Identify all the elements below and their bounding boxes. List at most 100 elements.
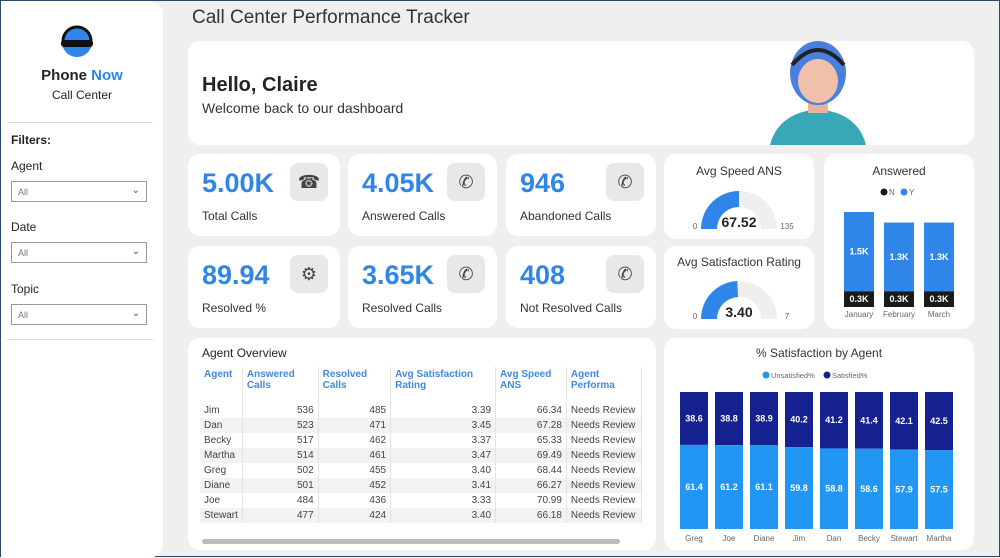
column-header[interactable]: Resolved Calls: [318, 367, 392, 403]
bar-n: [884, 291, 914, 307]
table-cell: 452: [318, 478, 392, 493]
data-label: 0.3K: [849, 294, 869, 304]
table-cell: Needs Review: [566, 493, 643, 508]
table-cell: Joe: [200, 493, 243, 508]
gauge-max: 135: [780, 222, 794, 231]
x-tick-label: Stewart: [890, 534, 918, 543]
x-tick-label: Diane: [754, 534, 775, 543]
bar-satisfied: [855, 392, 883, 449]
table-header: Agent Answered Calls Resolved Calls Avg Sat…: [200, 367, 643, 403]
table-cell: Becky: [200, 433, 243, 448]
satisfaction-chart: % Satisfaction by Agent Unsatisfied% Satis…: [680, 346, 953, 543]
satisfaction-chart-card: % Satisfaction by Agent Unsatisfied% Satis…: [664, 338, 974, 550]
table-cell: 68.44: [495, 463, 567, 478]
phone-x-icon: ✆: [606, 255, 644, 293]
table-cell: Martha: [200, 448, 243, 463]
divider: [7, 339, 153, 340]
filter-date-select[interactable]: All ⌄: [11, 242, 147, 263]
filter-agent-select[interactable]: All ⌄: [11, 181, 147, 202]
filters-heading: Filters:: [11, 133, 52, 147]
gear-badge-icon: ⚙: [290, 255, 328, 293]
x-tick-label: Joe: [723, 534, 736, 543]
bar-n: [924, 291, 954, 307]
table-cell: 484: [242, 493, 319, 508]
kpi-value: 946: [520, 168, 566, 198]
filter-topic-label: Topic: [11, 282, 40, 296]
gauge-card-speed: Avg Speed ANS 67.52 0 135: [664, 154, 814, 239]
data-label: 61.2: [720, 482, 738, 492]
kpi-card: 3.65K Resolved Calls ✆: [348, 246, 497, 328]
bar-satisfied: [925, 392, 953, 451]
table-cell: 3.45: [390, 418, 497, 433]
gauge-value: 67.52: [721, 214, 756, 230]
bar-unsatisfied: [715, 445, 743, 529]
table-cell: 462: [318, 433, 392, 448]
legend-label: Y: [909, 188, 915, 197]
x-tick-label: Becky: [858, 534, 880, 543]
gauge-title: Avg Speed ANS: [696, 164, 782, 178]
kpi-label: Answered Calls: [362, 209, 446, 223]
table-row: Jim 536 485 3.39 66.34 Needs Review: [200, 403, 643, 418]
table-cell: Needs Review: [566, 403, 643, 418]
brand-sub: Call Center: [51, 88, 113, 102]
bar-satisfied: [785, 392, 813, 448]
kpi-label: Abandoned Calls: [520, 209, 612, 223]
data-label: 1.3K: [889, 252, 909, 262]
welcome-text: Welcome back to our dashboard: [202, 100, 404, 116]
answered-chart: Answered N Y 0.3K 1.5K January 0.3K 1.3K Februar…: [844, 164, 954, 319]
table-cell: 66.18: [495, 508, 567, 523]
kpi-value: 89.94: [202, 260, 270, 290]
kpi-card: 946 Abandoned Calls ✆: [506, 154, 656, 236]
table-cell: 461: [318, 448, 392, 463]
data-label: 59.8: [790, 483, 808, 493]
column-header[interactable]: Avg Speed ANS: [495, 367, 567, 403]
table-row: Diane 501 452 3.41 66.27 Needs Review: [200, 478, 643, 493]
kpi-card: 4.05K Answered Calls ✆: [348, 154, 497, 236]
brand-name: Phone Now: [41, 67, 123, 84]
table-row: Becky 517 462 3.37 65.33 Needs Review: [200, 433, 643, 448]
kpi-card: 89.94 Resolved % ⚙: [188, 246, 340, 328]
data-label: 41.2: [825, 415, 843, 425]
table-cell: 514: [242, 448, 319, 463]
table-cell: Greg: [200, 463, 243, 478]
phone-answered-icon: ✆: [447, 163, 485, 201]
horizontal-scrollbar[interactable]: [202, 539, 620, 544]
table-row: Stewart 477 424 3.40 66.18 Needs Review: [200, 508, 643, 523]
x-tick-label: February: [883, 310, 915, 319]
table-cell: Needs Review: [566, 448, 643, 463]
column-header[interactable]: Avg Satisfaction Rating: [390, 367, 497, 403]
data-label: 38.6: [685, 413, 703, 423]
column-header[interactable]: Answered Calls: [242, 367, 319, 403]
agent-table: Agent Answered Calls Resolved Calls Avg Sat…: [200, 367, 643, 523]
table-cell: 69.49: [495, 448, 567, 463]
kpi-label: Resolved Calls: [362, 301, 443, 315]
data-label: 42.1: [895, 416, 913, 426]
data-label: 40.2: [790, 415, 808, 425]
table-cell: 436: [318, 493, 392, 508]
table-row: Dan 523 471 3.45 67.28 Needs Review: [200, 418, 643, 433]
column-header[interactable]: Agent Performa: [566, 367, 643, 403]
chevron-down-icon: ⌄: [131, 246, 140, 257]
avatar-illustration: [770, 41, 866, 145]
table-cell: Jim: [200, 403, 243, 418]
legend-marker: [762, 371, 770, 379]
table-cell: 477: [242, 508, 319, 523]
table-cell: Stewart: [200, 508, 243, 523]
x-tick-label: Jim: [793, 534, 806, 543]
chevron-down-icon: ⌄: [131, 308, 140, 319]
bar-unsatisfied: [890, 449, 918, 529]
bar-unsatisfied: [750, 445, 778, 529]
data-label: 38.8: [720, 414, 738, 424]
table-cell: 536: [242, 403, 319, 418]
gauge-min: 0: [693, 222, 698, 231]
bar-y: [924, 222, 954, 292]
table-cell: 3.40: [390, 508, 497, 523]
legend-label: Unsatisfied%: [771, 371, 815, 380]
gauge-fill: [701, 191, 740, 229]
table-cell: 3.37: [390, 433, 497, 448]
filter-topic-select[interactable]: All ⌄: [11, 304, 147, 325]
x-tick-label: Greg: [685, 534, 703, 543]
phone-abandoned-icon: ✆: [606, 163, 644, 201]
legend-label: Satisfied%: [832, 371, 868, 380]
column-header[interactable]: Agent: [200, 367, 243, 403]
